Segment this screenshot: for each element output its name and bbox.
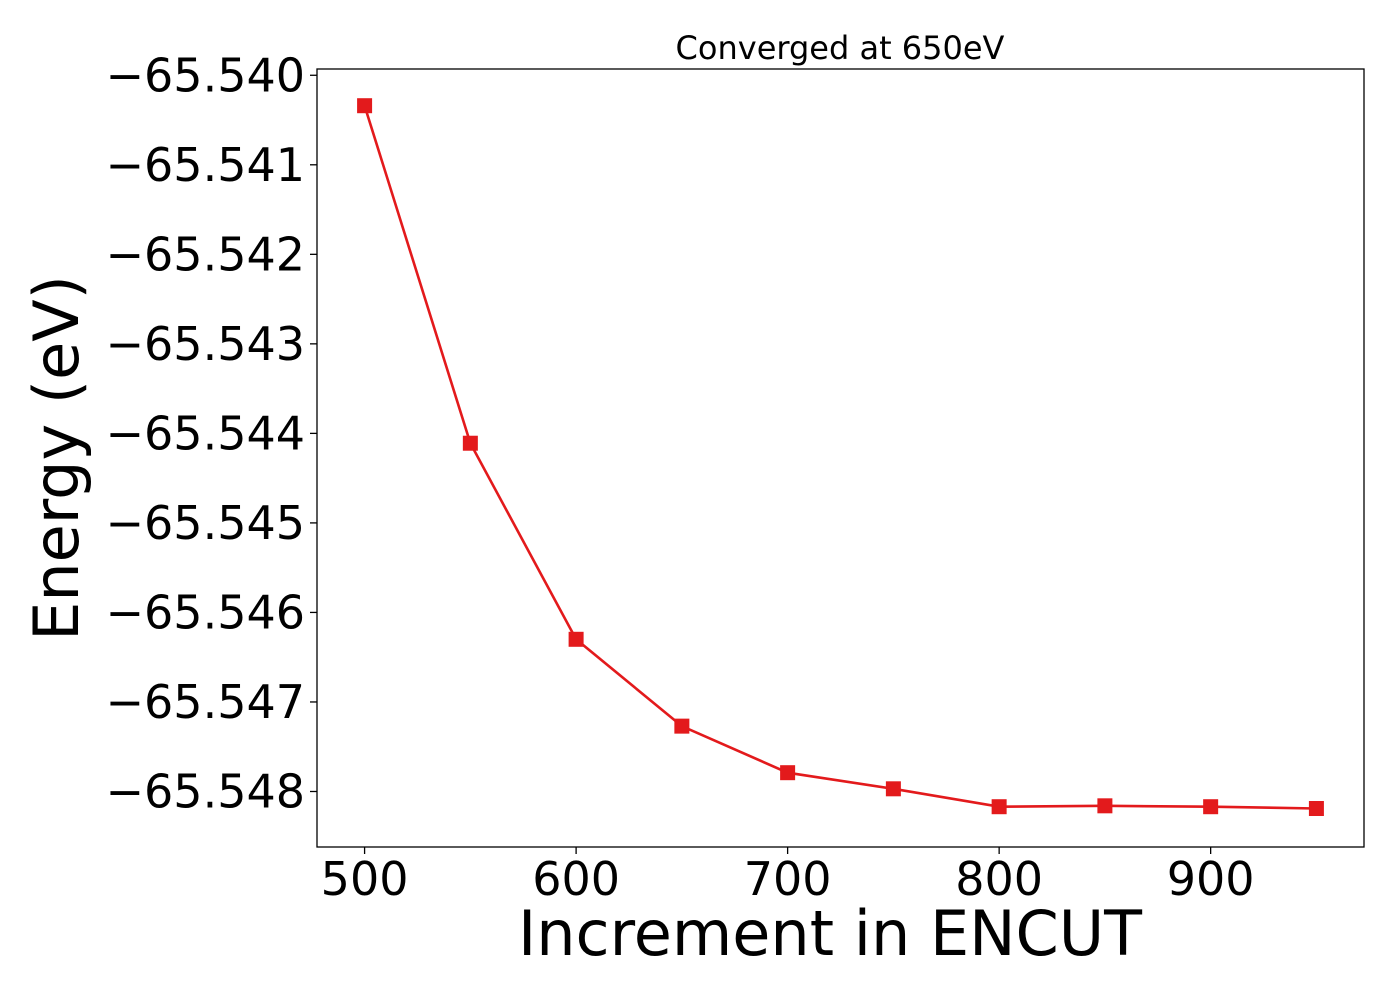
data-point-marker [1203,799,1219,815]
data-point-marker [568,631,584,647]
y-tick-label: −65.540 [106,48,306,102]
x-tick-label: 900 [1167,852,1255,906]
x-tick-label: 600 [532,852,620,906]
x-axis-label: Increment in ENCUT [518,897,1143,970]
x-tick-label: 700 [744,852,832,906]
y-tick-label: −65.542 [106,227,306,281]
y-tick-label: −65.548 [106,764,306,818]
y-axis-label: Energy (eV) [20,275,93,641]
series-layer [357,98,1324,817]
series-line [363,105,1317,810]
x-tick-label: 500 [321,852,409,906]
y-tick-label: −65.544 [106,406,306,460]
data-point-marker [885,781,901,797]
plot-area-frame [316,68,1365,848]
x-tick-label: 800 [955,852,1043,906]
data-point-marker [462,435,478,451]
y-tick-label: −65.546 [106,585,306,639]
y-tick-label: −65.543 [106,317,306,371]
y-axis-ticks: −65.540 −65.541 −65.542 −65.543 −65.544 −65.5… [106,48,317,818]
data-point-marker [991,799,1007,815]
data-point-marker [1097,798,1113,814]
x-axis-ticks: 500 600 700 800 900 [321,847,1255,906]
data-point-marker [357,98,373,114]
y-tick-label: −65.547 [106,675,306,729]
chart-title: Converged at 650eV [676,29,1005,67]
y-tick-label: −65.541 [106,138,306,192]
data-point-marker [674,718,690,734]
data-point-marker [780,765,796,781]
y-tick-label: −65.545 [106,496,306,550]
data-point-marker [1308,801,1324,817]
